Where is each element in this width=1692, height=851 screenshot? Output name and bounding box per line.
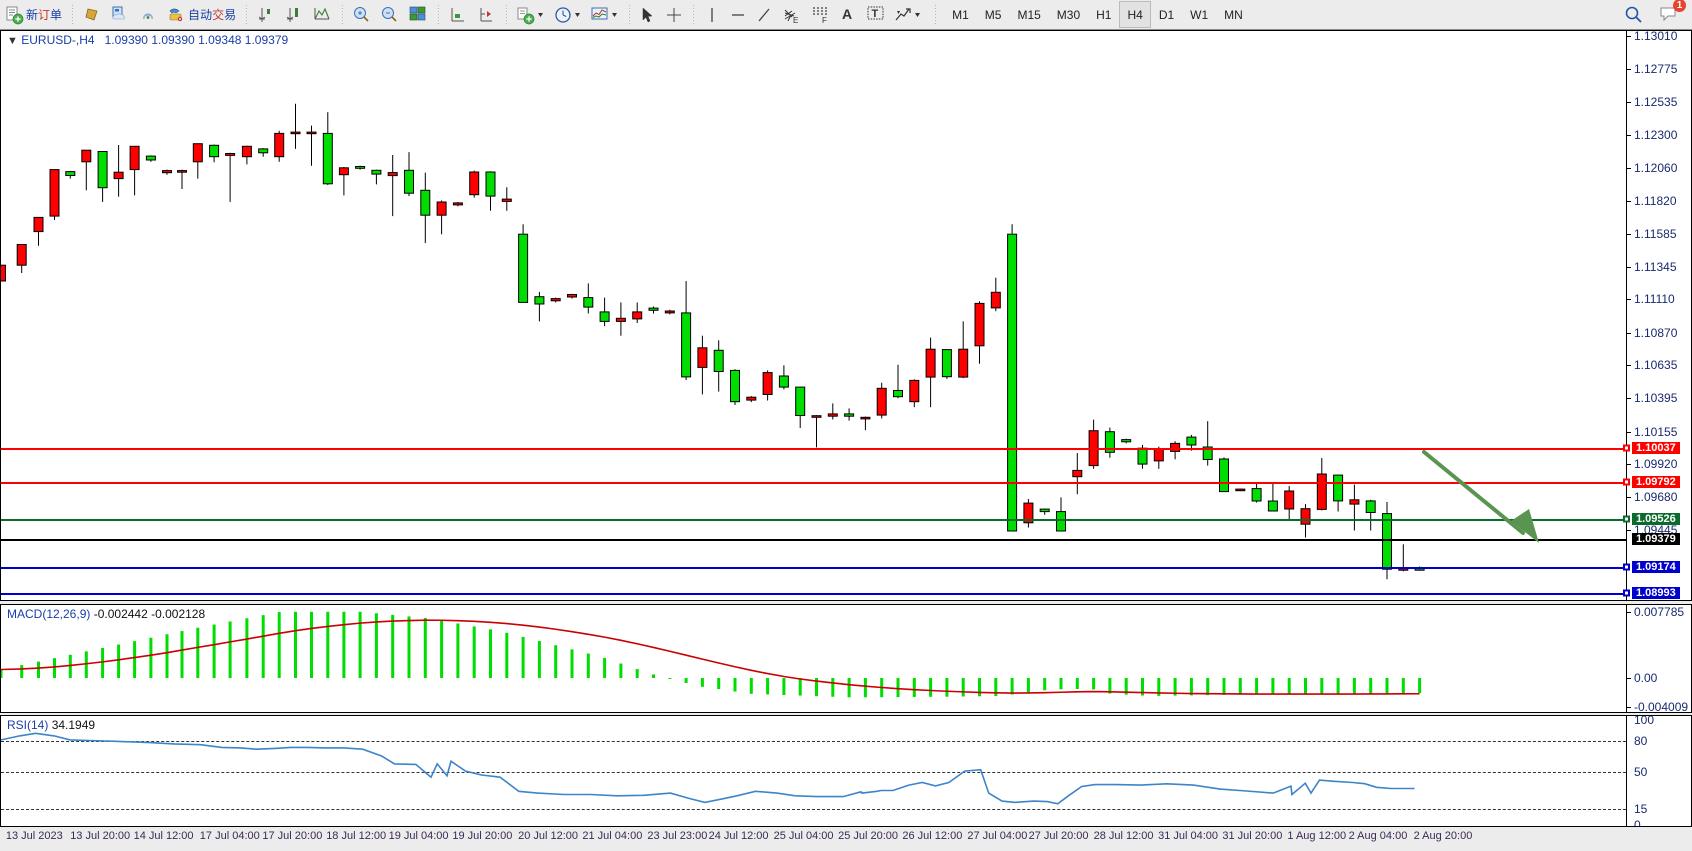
svg-text:F: F — [822, 16, 827, 25]
svg-text:T: T — [872, 8, 879, 20]
svg-text:A: A — [842, 6, 852, 22]
svg-text:E: E — [793, 16, 798, 25]
